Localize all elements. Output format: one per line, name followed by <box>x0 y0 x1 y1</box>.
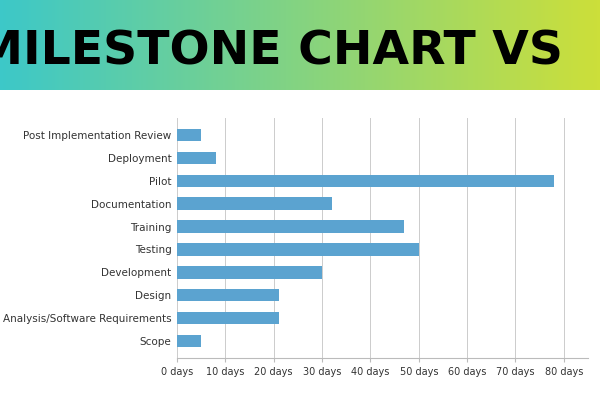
Bar <box>177 129 201 142</box>
Text: MILESTONE CHART VS  BAR CHART: MILESTONE CHART VS BAR CHART <box>0 30 600 75</box>
Bar <box>177 198 332 210</box>
Bar <box>177 220 404 233</box>
Bar <box>177 312 278 324</box>
Bar <box>177 152 215 164</box>
Bar <box>177 289 278 301</box>
Bar <box>177 175 554 187</box>
Bar <box>177 266 322 278</box>
Bar <box>177 334 201 347</box>
Bar <box>177 243 419 256</box>
